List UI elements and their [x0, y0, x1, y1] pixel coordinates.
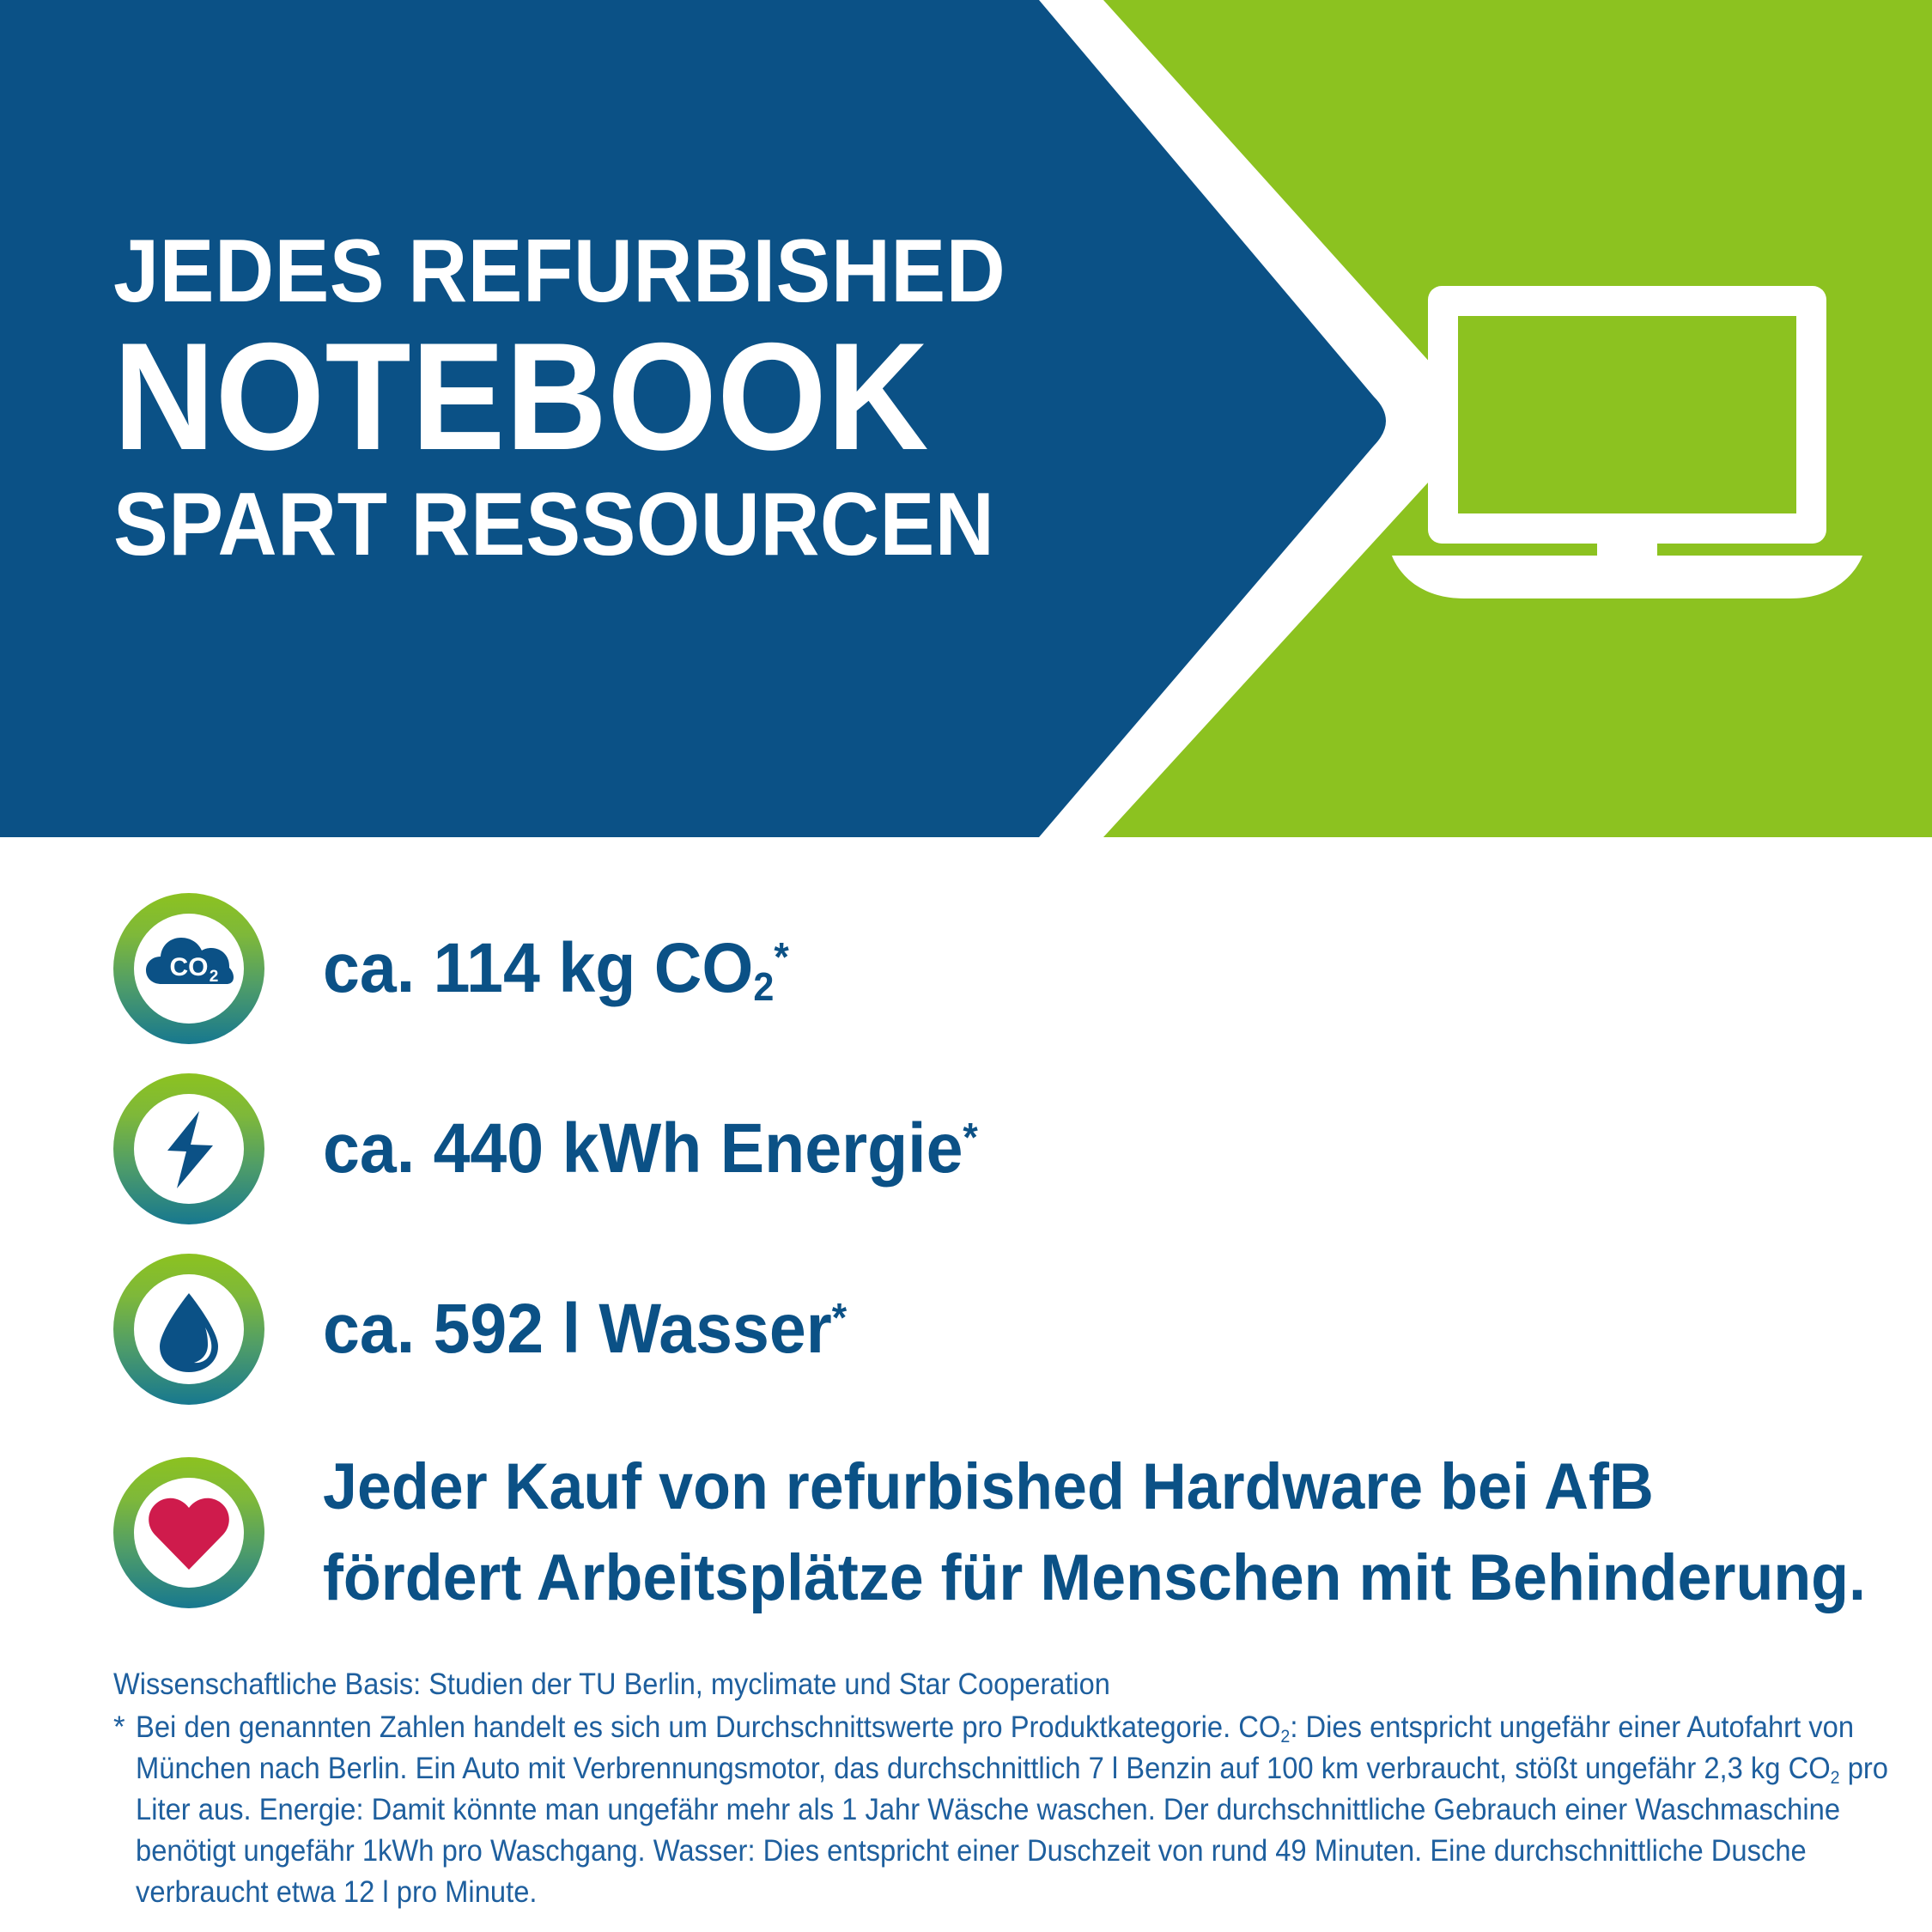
co2-icon-label: CO: [170, 953, 209, 981]
fact-label-water: ca. 592 l Wasser*: [323, 1290, 847, 1369]
headline-line-3: SPART RESSOURCEN: [113, 475, 995, 574]
headline-line-2: NOTEBOOK: [113, 311, 929, 482]
heart-icon: [149, 1498, 229, 1570]
footnote-line-1: Bei den genannten Zahlen handelt es sich…: [136, 1707, 1888, 1748]
fact-row-energy: ca. 440 kWh Energie*: [0, 1065, 1932, 1233]
fact-energy-sup: *: [963, 1115, 978, 1161]
co2-cloud-icon: CO 2: [146, 938, 234, 986]
footnote-source: Wissenschaftliche Basis: Studien der TU …: [113, 1668, 1110, 1701]
fact-co2-sub: 2: [753, 964, 775, 1010]
co2-icon-label-sub: 2: [210, 968, 219, 986]
footnote-line-4: benötigt ungefähr 1kWh pro Waschgang. Wa…: [136, 1834, 1807, 1868]
closing-statement: Jeder Kauf von refurbished Hardware bei …: [323, 1442, 1866, 1624]
heart-icon-ring: [113, 1457, 264, 1608]
closing-line-2: fördert Arbeitsplätze für Menschen mit B…: [323, 1541, 1867, 1614]
facts-list: CO 2 ca. 114 kg CO2* ca. 440 kWh Energie…: [0, 884, 1932, 1640]
water-drop-icon: [160, 1293, 218, 1372]
header-banner: JEDES REFURBISHED NOTEBOOK SPART RESSOUR…: [0, 0, 1932, 837]
fact-row-water: ca. 592 l Wasser*: [0, 1245, 1932, 1413]
fact-energy-main: ca. 440 kWh Energie: [323, 1109, 963, 1188]
chevron-blue-body: [0, 0, 1386, 837]
fact-label-energy: ca. 440 kWh Energie*: [323, 1109, 978, 1188]
footnote-line-1-b: : Dies entspricht ungefähr einer Autofah…: [1290, 1710, 1855, 1744]
footnote-line-2-a: München nach Berlin. Ein Auto mit Verbre…: [136, 1752, 1831, 1785]
header-chevron-shape: [0, 0, 1471, 837]
footnote-line-2: München nach Berlin. Ein Auto mit Verbre…: [136, 1748, 1888, 1789]
footnotes-block: Wissenschaftliche Basis: Studien der TU …: [113, 1664, 1888, 1913]
energy-icon-ring: [113, 1073, 264, 1224]
fact-water-main: ca. 592 l Wasser: [323, 1290, 832, 1368]
footnote-line-1-sub: 2: [1280, 1726, 1291, 1747]
water-icon-ring: [113, 1254, 264, 1405]
footnote-body: Bei den genannten Zahlen handelt es sich…: [136, 1707, 1888, 1913]
co2-icon-ring: CO 2: [113, 893, 264, 1044]
fact-label-co2: ca. 114 kg CO2*: [323, 929, 789, 1008]
footnote-line-2-b: pro: [1839, 1752, 1888, 1785]
headline-line-1: JEDES REFURBISHED: [113, 222, 1006, 321]
footnote-line-5: verbraucht etwa 12 l pro Minute.: [136, 1875, 538, 1909]
fact-water-sup: *: [831, 1295, 848, 1341]
fact-co2-sup: *: [774, 934, 789, 981]
footnote-line-1-a: Bei den genannten Zahlen handelt es sich…: [136, 1710, 1281, 1744]
footnote-marker: *: [113, 1710, 125, 1744]
lightning-bolt-icon: [167, 1111, 213, 1188]
closing-line-1: Jeder Kauf von refurbished Hardware bei …: [323, 1450, 1654, 1523]
headline-block: JEDES REFURBISHED NOTEBOOK SPART RESSOUR…: [113, 225, 1109, 572]
fact-row-co2: CO 2 ca. 114 kg CO2*: [0, 884, 1932, 1053]
laptop-icon: [1392, 286, 1862, 598]
fact-co2-main: ca. 114 kg CO: [323, 929, 754, 1007]
fact-row-closing: Jeder Kauf von refurbished Hardware bei …: [0, 1425, 1932, 1640]
footnote-line-2-sub: 2: [1830, 1767, 1840, 1788]
footnote-line-3: Liter aus. Energie: Damit könnte man ung…: [136, 1793, 1841, 1826]
footnote-asterisk-group: * Bei den genannten Zahlen handelt es si…: [113, 1707, 1888, 1913]
